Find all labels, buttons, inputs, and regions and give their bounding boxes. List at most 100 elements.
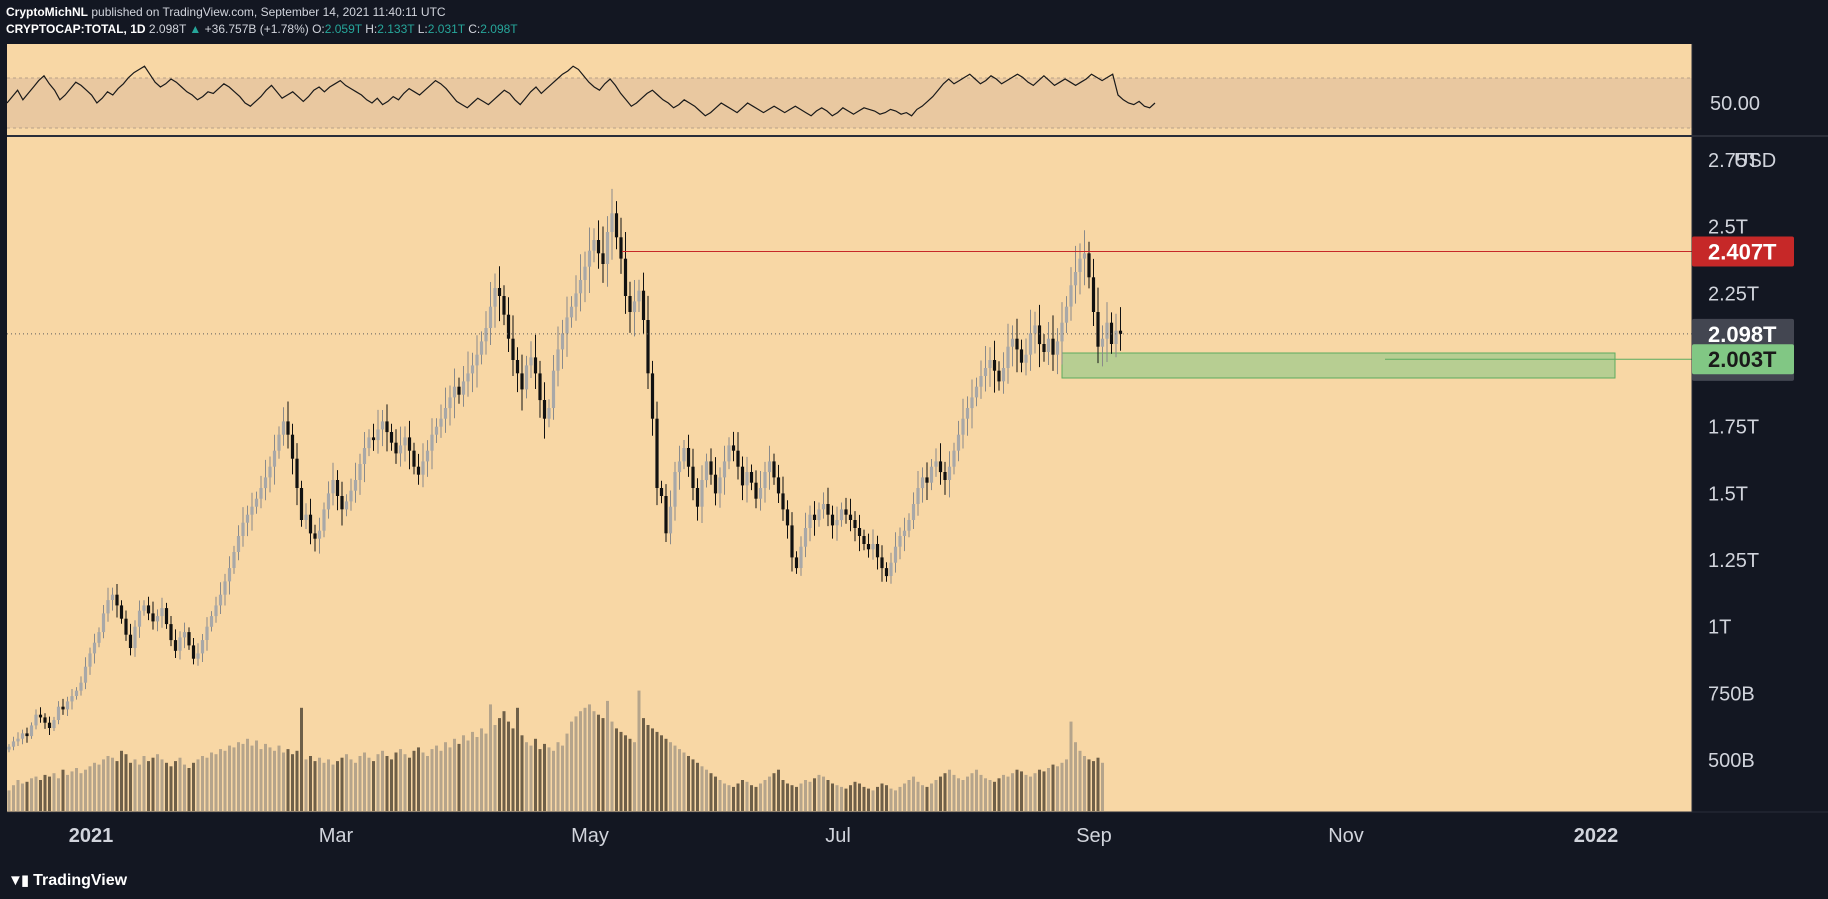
- candle-body: [961, 418, 965, 435]
- candle: [403, 426, 407, 462]
- candle-body: [718, 477, 722, 494]
- candle-body: [515, 360, 520, 374]
- price-axis[interactable]: 2.75T2.5T2.25T2T1.75T1.5T1.25T1T750B500B…: [1708, 150, 1776, 772]
- candle: [596, 220, 601, 269]
- volume-bar: [507, 721, 510, 811]
- volume-bar: [772, 773, 776, 811]
- volume-bar: [525, 742, 528, 811]
- volume-bar: [1065, 759, 1068, 811]
- candle-body: [866, 544, 871, 550]
- candle: [745, 456, 749, 503]
- chart-background: [7, 44, 1692, 812]
- volume-bar: [1011, 773, 1014, 811]
- candle-body: [916, 488, 920, 504]
- candle-body: [83, 666, 88, 683]
- candle-body: [236, 536, 241, 552]
- candle-body: [479, 341, 484, 355]
- volume-bar: [48, 776, 51, 811]
- volume-bar: [340, 757, 344, 811]
- price-level-lines[interactable]: [7, 251, 1692, 360]
- candle: [182, 622, 187, 649]
- author-name[interactable]: CryptoMichNL: [6, 5, 88, 19]
- volume-bar: [453, 738, 456, 811]
- candle: [101, 605, 106, 639]
- candle: [443, 387, 448, 433]
- candle-body: [929, 466, 934, 483]
- candle: [547, 399, 551, 428]
- candle-body: [556, 349, 560, 371]
- candle: [493, 273, 497, 328]
- symbol-name[interactable]: CRYPTOCAP:TOTAL, 1D: [6, 22, 146, 36]
- candle-body: [839, 509, 844, 521]
- volume-bar: [556, 742, 560, 811]
- low-value: 2.031T: [427, 22, 465, 36]
- volume-bar: [781, 780, 785, 811]
- candle-body: [988, 360, 992, 368]
- volume-bar: [1020, 771, 1023, 811]
- volume-bar: [601, 718, 605, 811]
- candle: [335, 470, 340, 511]
- resistance-price-tag-label: 2.407T: [1708, 240, 1777, 265]
- candle-body: [227, 568, 232, 582]
- candle: [223, 573, 227, 606]
- tradingview-logo[interactable]: ▼▮ TradingView: [8, 871, 127, 890]
- candle-body: [830, 514, 835, 526]
- volume-bar: [547, 747, 551, 811]
- candle-body: [286, 421, 290, 435]
- candle-body: [115, 594, 119, 606]
- oscillator-panel[interactable]: 50.00: [6, 65, 1760, 117]
- volume-bar: [912, 776, 915, 811]
- candle-body: [173, 640, 178, 651]
- volume-bar: [570, 721, 573, 811]
- volume-bar: [660, 735, 663, 811]
- candle-body: [502, 296, 506, 315]
- candle: [470, 352, 475, 393]
- candle-body: [317, 530, 322, 539]
- volume-bar: [102, 759, 105, 811]
- chart-canvas[interactable]: 50.00 2.75T2.5T2.25T2T1.75T1.5T1.25T1T75…: [0, 0, 1828, 862]
- volume-bar: [714, 776, 717, 811]
- publish-info: published on TradingView.com, September …: [91, 5, 446, 19]
- candle-body: [488, 306, 493, 328]
- candle-body: [529, 357, 533, 366]
- oscillator-band: [7, 78, 1692, 128]
- candle-body: [695, 488, 700, 507]
- candle-body: [43, 717, 47, 723]
- candle: [790, 512, 794, 572]
- candle-body: [1042, 344, 1046, 352]
- resistance-price-tag-background: [1692, 236, 1794, 267]
- candle-body: [268, 466, 272, 478]
- candle: [731, 431, 736, 462]
- candle-body: [668, 506, 673, 534]
- volume-bar: [43, 774, 47, 811]
- volume-bar: [61, 769, 65, 811]
- volume-bar: [853, 781, 857, 811]
- volume-bar: [561, 745, 564, 811]
- candle-body: [461, 381, 466, 395]
- candle-body: [223, 581, 227, 595]
- volume-bar: [12, 785, 15, 811]
- candle-body: [686, 448, 691, 467]
- candle-body: [52, 720, 56, 729]
- candle: [259, 475, 263, 509]
- volume-bar: [52, 773, 56, 811]
- volume-bar: [129, 762, 132, 811]
- candle-body: [821, 504, 826, 510]
- volume-bar: [979, 774, 983, 811]
- volume-bar: [318, 757, 321, 811]
- volume-bar: [822, 776, 825, 811]
- candle: [434, 418, 439, 443]
- candle-body: [938, 461, 943, 473]
- candle-body: [353, 480, 358, 491]
- candle: [1118, 307, 1123, 351]
- candle: [173, 629, 178, 658]
- volume-bar: [169, 766, 173, 811]
- candle-body: [641, 290, 646, 320]
- candle-body: [781, 493, 785, 510]
- time-axis[interactable]: 2021 Mar May Jul Sep Nov 2022: [69, 825, 1619, 847]
- candle: [749, 464, 754, 491]
- volume-bar: [39, 780, 42, 811]
- candle: [713, 457, 718, 506]
- volume-bar: [498, 718, 501, 811]
- oscillator-line[interactable]: [6, 65, 1156, 117]
